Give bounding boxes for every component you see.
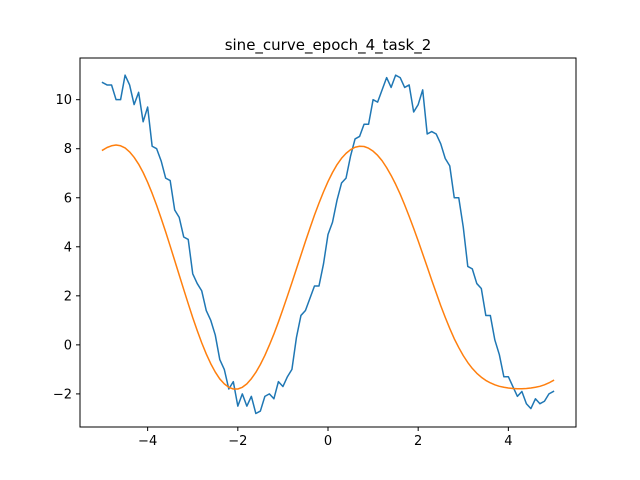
- y-tick-label: 2: [64, 289, 72, 304]
- series-line-2: [101, 144, 555, 390]
- y-tick-label: 8: [64, 142, 72, 157]
- x-tick-label: 2: [414, 434, 422, 449]
- x-tick-label: 4: [504, 434, 512, 449]
- y-tick-label: 4: [64, 240, 72, 255]
- plot-lines: [101, 74, 555, 415]
- chart-title: sine_curve_epoch_4_task_2: [225, 36, 432, 55]
- y-axis: −2 0 2 4 6 8 10: [53, 93, 80, 402]
- x-tick-label: −4: [138, 434, 157, 449]
- x-tick-label: 0: [324, 434, 332, 449]
- series-line-1: [101, 74, 555, 415]
- y-tick-label: −2: [53, 387, 72, 402]
- y-tick-label: 6: [64, 191, 72, 206]
- x-axis: −4 −2 0 2 4: [138, 427, 513, 449]
- x-tick-label: −2: [228, 434, 247, 449]
- y-tick-label: 0: [64, 338, 72, 353]
- y-tick-label: 10: [55, 93, 72, 108]
